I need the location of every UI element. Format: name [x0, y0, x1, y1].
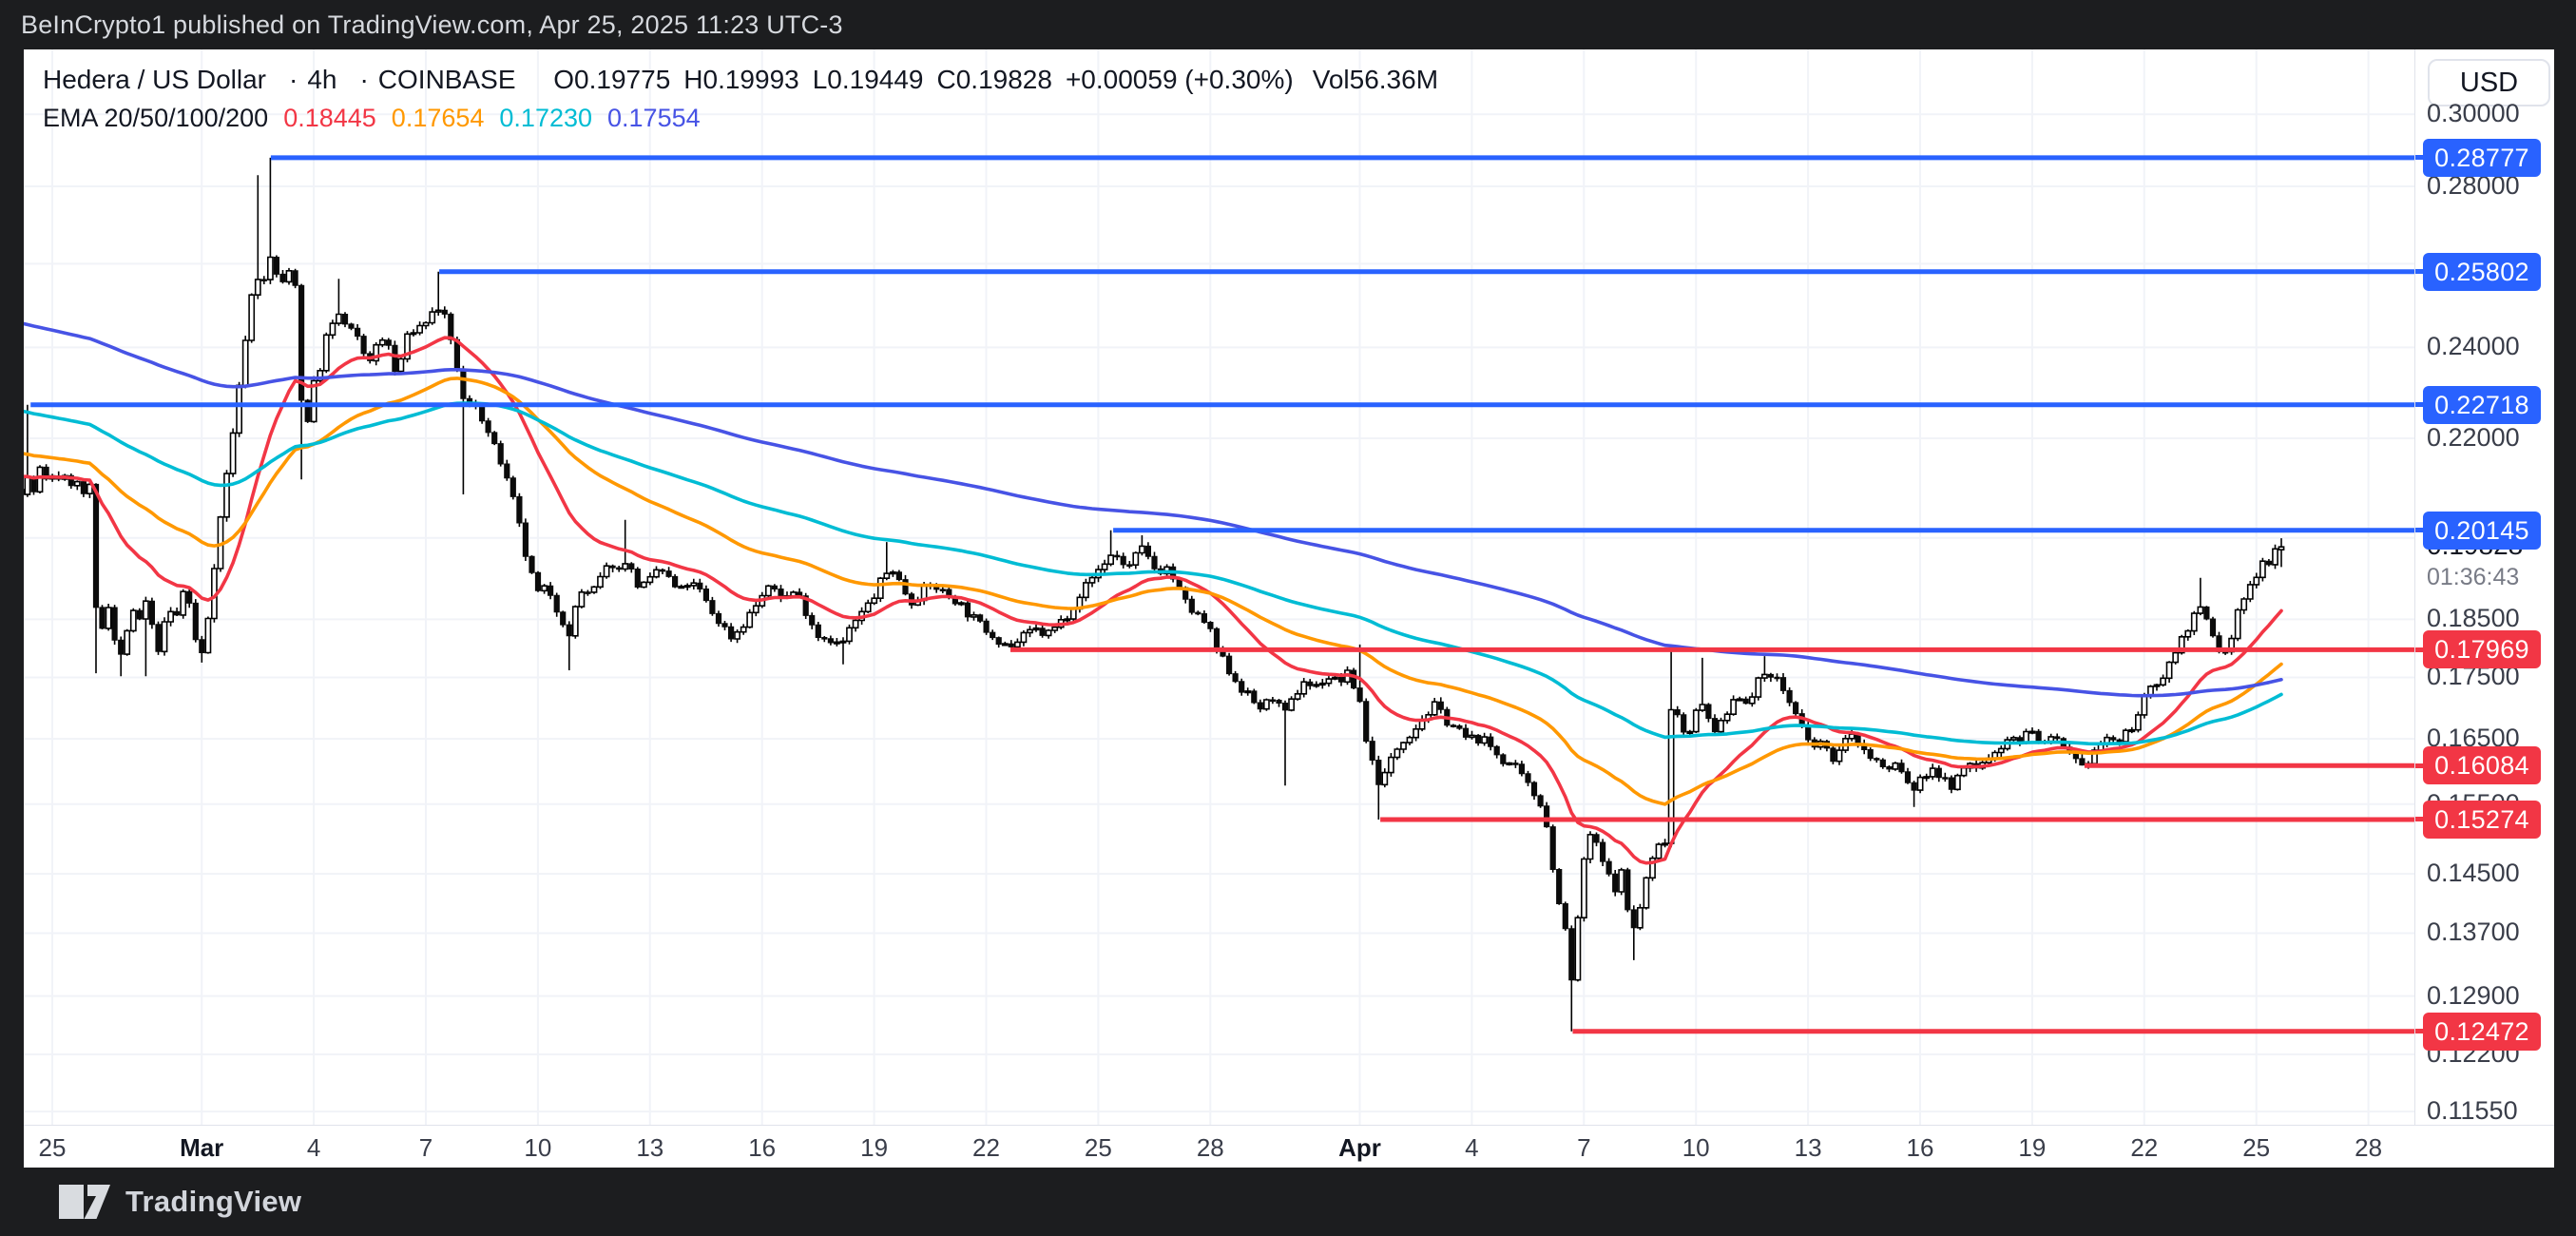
ema-50-line: [24, 377, 2283, 806]
candle-wicks: [27, 157, 2282, 1032]
y-tick-label: 0.12900: [2427, 980, 2520, 1010]
chart-panel[interactable]: Hedera / US Dollar · 4h · COINBASE O0.19775 H…: [24, 49, 2554, 1168]
x-tick-label: 28: [1196, 1133, 1224, 1162]
level-axis-stub: [2415, 763, 2423, 768]
tradingview-logo-icon: [59, 1185, 110, 1219]
level-price-label: 0.15274: [2423, 800, 2541, 839]
y-tick-label: 0.30000: [2427, 99, 2520, 128]
y-tick-label: 0.14500: [2427, 859, 2520, 888]
x-tick-label: 22: [972, 1133, 1000, 1162]
y-tick-label: 0.13700: [2427, 917, 2520, 947]
ema-200-line: [24, 321, 2283, 698]
x-tick-label: 13: [1794, 1133, 1822, 1162]
x-tick-label: 16: [1906, 1133, 1934, 1162]
level-axis-stub: [2415, 155, 2423, 161]
level-price-label: 0.28777: [2423, 138, 2541, 177]
ema-20-line: [24, 336, 2283, 865]
attribution-text: BeInCrypto1 published on TradingView.com…: [21, 10, 843, 39]
x-tick-label: 10: [1682, 1133, 1710, 1162]
y-tick-label: 0.11550: [2427, 1096, 2518, 1126]
grid-lines: [24, 49, 2414, 1125]
level-axis-stub: [2415, 269, 2423, 275]
x-tick-label: 25: [1084, 1133, 1112, 1162]
tradingview-logo[interactable]: TradingView: [57, 1183, 301, 1221]
x-tick-label: 7: [418, 1133, 433, 1162]
level-price-label: 0.16084: [2423, 746, 2541, 785]
x-tick-label: 10: [524, 1133, 552, 1162]
down-candle-bodies: [24, 257, 2272, 981]
x-tick-label: 13: [636, 1133, 664, 1162]
ema-100-line: [24, 401, 2283, 746]
x-tick-label: 4: [306, 1133, 321, 1162]
y-tick-label: 0.18500: [2427, 604, 2520, 633]
x-tick-label: 4: [1465, 1133, 1479, 1162]
level-price-label: 0.25802: [2423, 252, 2541, 291]
x-tick-label: 19: [860, 1133, 889, 1162]
level-price-label: 0.17969: [2423, 630, 2541, 669]
level-axis-stub: [2415, 817, 2423, 822]
level-axis-stub: [2415, 1029, 2423, 1034]
level-price-label: 0.20145: [2423, 511, 2541, 550]
price-axis[interactable]: USD 0.30000 0.28000 0.24000 0.22000 0.18500 0…: [2414, 49, 2554, 1125]
level-axis-stub: [2415, 647, 2423, 652]
y-tick-label: 0.24000: [2427, 332, 2520, 361]
x-tick-label: Apr: [1338, 1133, 1381, 1162]
footer-bar: TradingView: [0, 1168, 2576, 1236]
countdown-label: 01:36:43: [2427, 564, 2520, 591]
level-axis-stub: [2415, 528, 2423, 533]
x-tick-label: 19: [2018, 1133, 2047, 1162]
x-tick-label: 25: [2242, 1133, 2271, 1162]
x-tick-label: 22: [2130, 1133, 2159, 1162]
x-tick-label: Mar: [180, 1133, 224, 1162]
x-tick-label: 25: [38, 1133, 67, 1162]
time-axis[interactable]: 25 Mar 4 7 10 13 16 19 22 25 28 Apr 4 7 10 13 16 19 22 25 28: [24, 1125, 2554, 1168]
level-axis-stub: [2415, 402, 2423, 408]
attribution-bar: BeInCrypto1 published on TradingView.com…: [0, 0, 2576, 49]
x-tick-label: 7: [1577, 1133, 1591, 1162]
x-tick-label: 16: [748, 1133, 777, 1162]
x-tick-label: 28: [2355, 1133, 2383, 1162]
tradingview-logo-text: TradingView: [125, 1185, 302, 1218]
price-chart[interactable]: [24, 49, 2414, 1125]
currency-button[interactable]: USD: [2428, 59, 2550, 106]
level-price-label: 0.12472: [2423, 1012, 2541, 1051]
y-tick-label: 0.22000: [2427, 423, 2520, 452]
level-price-label: 0.22718: [2423, 385, 2541, 424]
